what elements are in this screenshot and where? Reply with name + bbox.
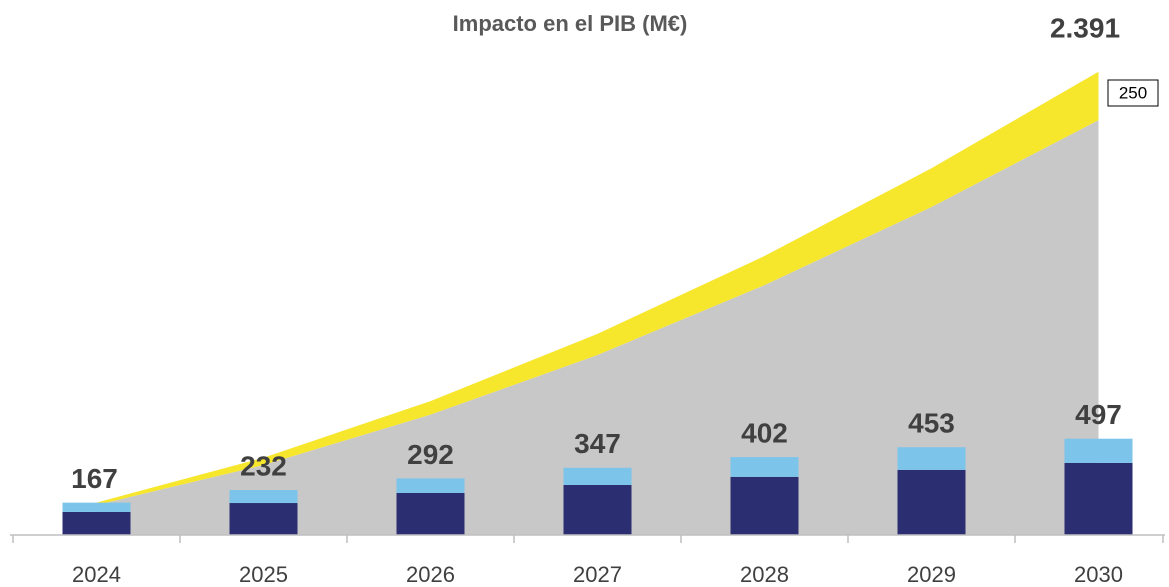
bar-total-label: 497	[1075, 399, 1122, 430]
x-tick-label: 2029	[907, 562, 956, 587]
bar-segment	[897, 447, 966, 470]
bar-segment	[1064, 462, 1133, 535]
x-tick-label: 2030	[1074, 562, 1123, 587]
label-box	[1107, 79, 1159, 107]
x-tick-label: 2028	[740, 562, 789, 587]
bar-segment	[229, 503, 298, 535]
bar-segment	[563, 485, 632, 535]
x-tick-label: 2026	[406, 562, 455, 587]
bar-total-label: 347	[574, 428, 621, 459]
bar-total-label: 232	[240, 450, 287, 481]
x-tick-label: 2025	[239, 562, 288, 587]
bar-segment	[396, 478, 465, 493]
bar-total-label: 292	[407, 439, 454, 470]
bar-total-label: 167	[71, 463, 118, 494]
area	[96, 120, 1099, 536]
bar-segment	[563, 467, 632, 486]
bar-total-label: 453	[908, 408, 955, 439]
bar-segment	[396, 492, 465, 535]
bar-segment	[730, 457, 799, 477]
total-label: 2.391	[1050, 12, 1120, 43]
bar-segment	[730, 476, 799, 535]
area-value-label: 250	[1119, 83, 1147, 102]
bar-segment	[1064, 438, 1133, 463]
bar-segment	[897, 469, 966, 535]
bar-segment	[62, 502, 131, 512]
x-tick-label: 2027	[573, 562, 622, 587]
x-tick-label: 2024	[72, 562, 121, 587]
bar-segment	[229, 490, 298, 504]
bar-total-label: 402	[741, 418, 788, 449]
bar-segment	[62, 511, 131, 535]
chart-title: Impacto en el PIB (M€)	[453, 11, 688, 36]
